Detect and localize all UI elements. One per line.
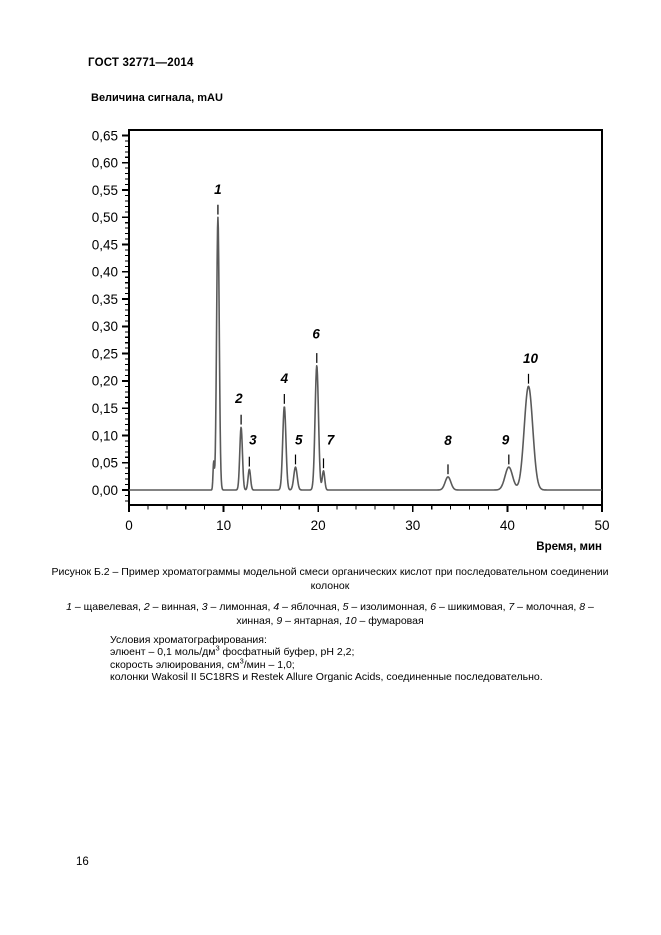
svg-text:0,10: 0,10 [92, 428, 118, 443]
chromatogram-chart: 0,00 0,05 0,10 0,15 0,20 0,25 0,30 0,35 0,40 0,45… [92, 128, 610, 533]
chromatogram-trace [128, 216, 603, 491]
svg-text:0,25: 0,25 [92, 346, 118, 361]
document-number: ГОСТ 32771—2014 [88, 57, 194, 69]
y-axis-major-ticks [122, 134, 129, 491]
svg-text:0,65: 0,65 [92, 128, 118, 143]
svg-text:3: 3 [249, 433, 257, 448]
svg-text:0,60: 0,60 [92, 156, 118, 171]
svg-text:0,40: 0,40 [92, 265, 118, 280]
svg-text:30: 30 [405, 518, 420, 533]
x-axis-major-ticks [128, 505, 603, 512]
svg-text:0,50: 0,50 [92, 210, 118, 225]
conditions-eluent: элюент – 0,1 моль/дм3 фосфатный буфер, p… [110, 643, 355, 659]
figure-caption-line-2: колонок [310, 579, 350, 592]
svg-text:0: 0 [125, 518, 133, 533]
svg-text:0,30: 0,30 [92, 319, 118, 334]
plot-frame [128, 129, 603, 506]
x-axis-title: Время, мин [536, 541, 602, 553]
svg-text:4: 4 [280, 371, 289, 386]
svg-text:40: 40 [500, 518, 515, 533]
svg-text:2: 2 [234, 391, 243, 406]
conditions-title: Условия хроматографирования: [110, 634, 267, 646]
svg-text:0,45: 0,45 [92, 237, 118, 252]
svg-text:50: 50 [594, 518, 609, 533]
figure-caption-line-1: Рисунок Б.2 – Пример хроматограммы модел… [51, 566, 609, 578]
svg-text:9: 9 [502, 433, 510, 448]
svg-text:6: 6 [312, 327, 320, 342]
page-number: 16 [76, 856, 89, 868]
svg-text:8: 8 [444, 433, 452, 448]
chromatography-conditions: Условия хроматографирования: элюент – 0,… [110, 634, 630, 683]
svg-text:20: 20 [311, 518, 326, 533]
conditions-columns: колонки Wakosil II 5C18RS и Restek Allur… [110, 670, 543, 683]
peak-legend-line-1: 1 – щавелевая, 2 – винная, 3 – лимонная,… [66, 601, 594, 613]
svg-text:5: 5 [295, 433, 303, 448]
svg-text:0,00: 0,00 [92, 483, 118, 498]
svg-text:0,05: 0,05 [92, 456, 118, 471]
peak-number-labels: 1 2 3 4 5 6 7 8 9 10 [214, 182, 538, 448]
svg-text:10: 10 [523, 351, 539, 366]
y-axis-title: Величина сигнала, mAU [91, 92, 223, 104]
y-axis-tick-labels: 0,00 0,05 0,10 0,15 0,20 0,25 0,30 0,35 0,40 0,45… [92, 128, 118, 498]
svg-text:0,15: 0,15 [92, 401, 118, 416]
svg-text:7: 7 [327, 433, 336, 448]
conditions-flow-rate: скорость элюирования, см3/мин – 1,0; [110, 656, 295, 671]
svg-text:10: 10 [216, 518, 231, 533]
svg-text:0,55: 0,55 [92, 183, 118, 198]
peak-apex-markers [217, 204, 530, 475]
peak-legend-line-2: хинная, 9 – янтарная, 10 – фумаровая [236, 614, 424, 627]
x-axis-tick-labels: 0 10 20 30 40 50 [125, 518, 609, 533]
svg-text:0,20: 0,20 [92, 374, 118, 389]
figure-caption: Рисунок Б.2 – Пример хроматограммы модел… [40, 566, 620, 593]
svg-text:0,35: 0,35 [92, 292, 118, 307]
peak-legend: 1 – щавелевая, 2 – винная, 3 – лимонная,… [40, 601, 620, 628]
svg-text:1: 1 [214, 182, 222, 197]
